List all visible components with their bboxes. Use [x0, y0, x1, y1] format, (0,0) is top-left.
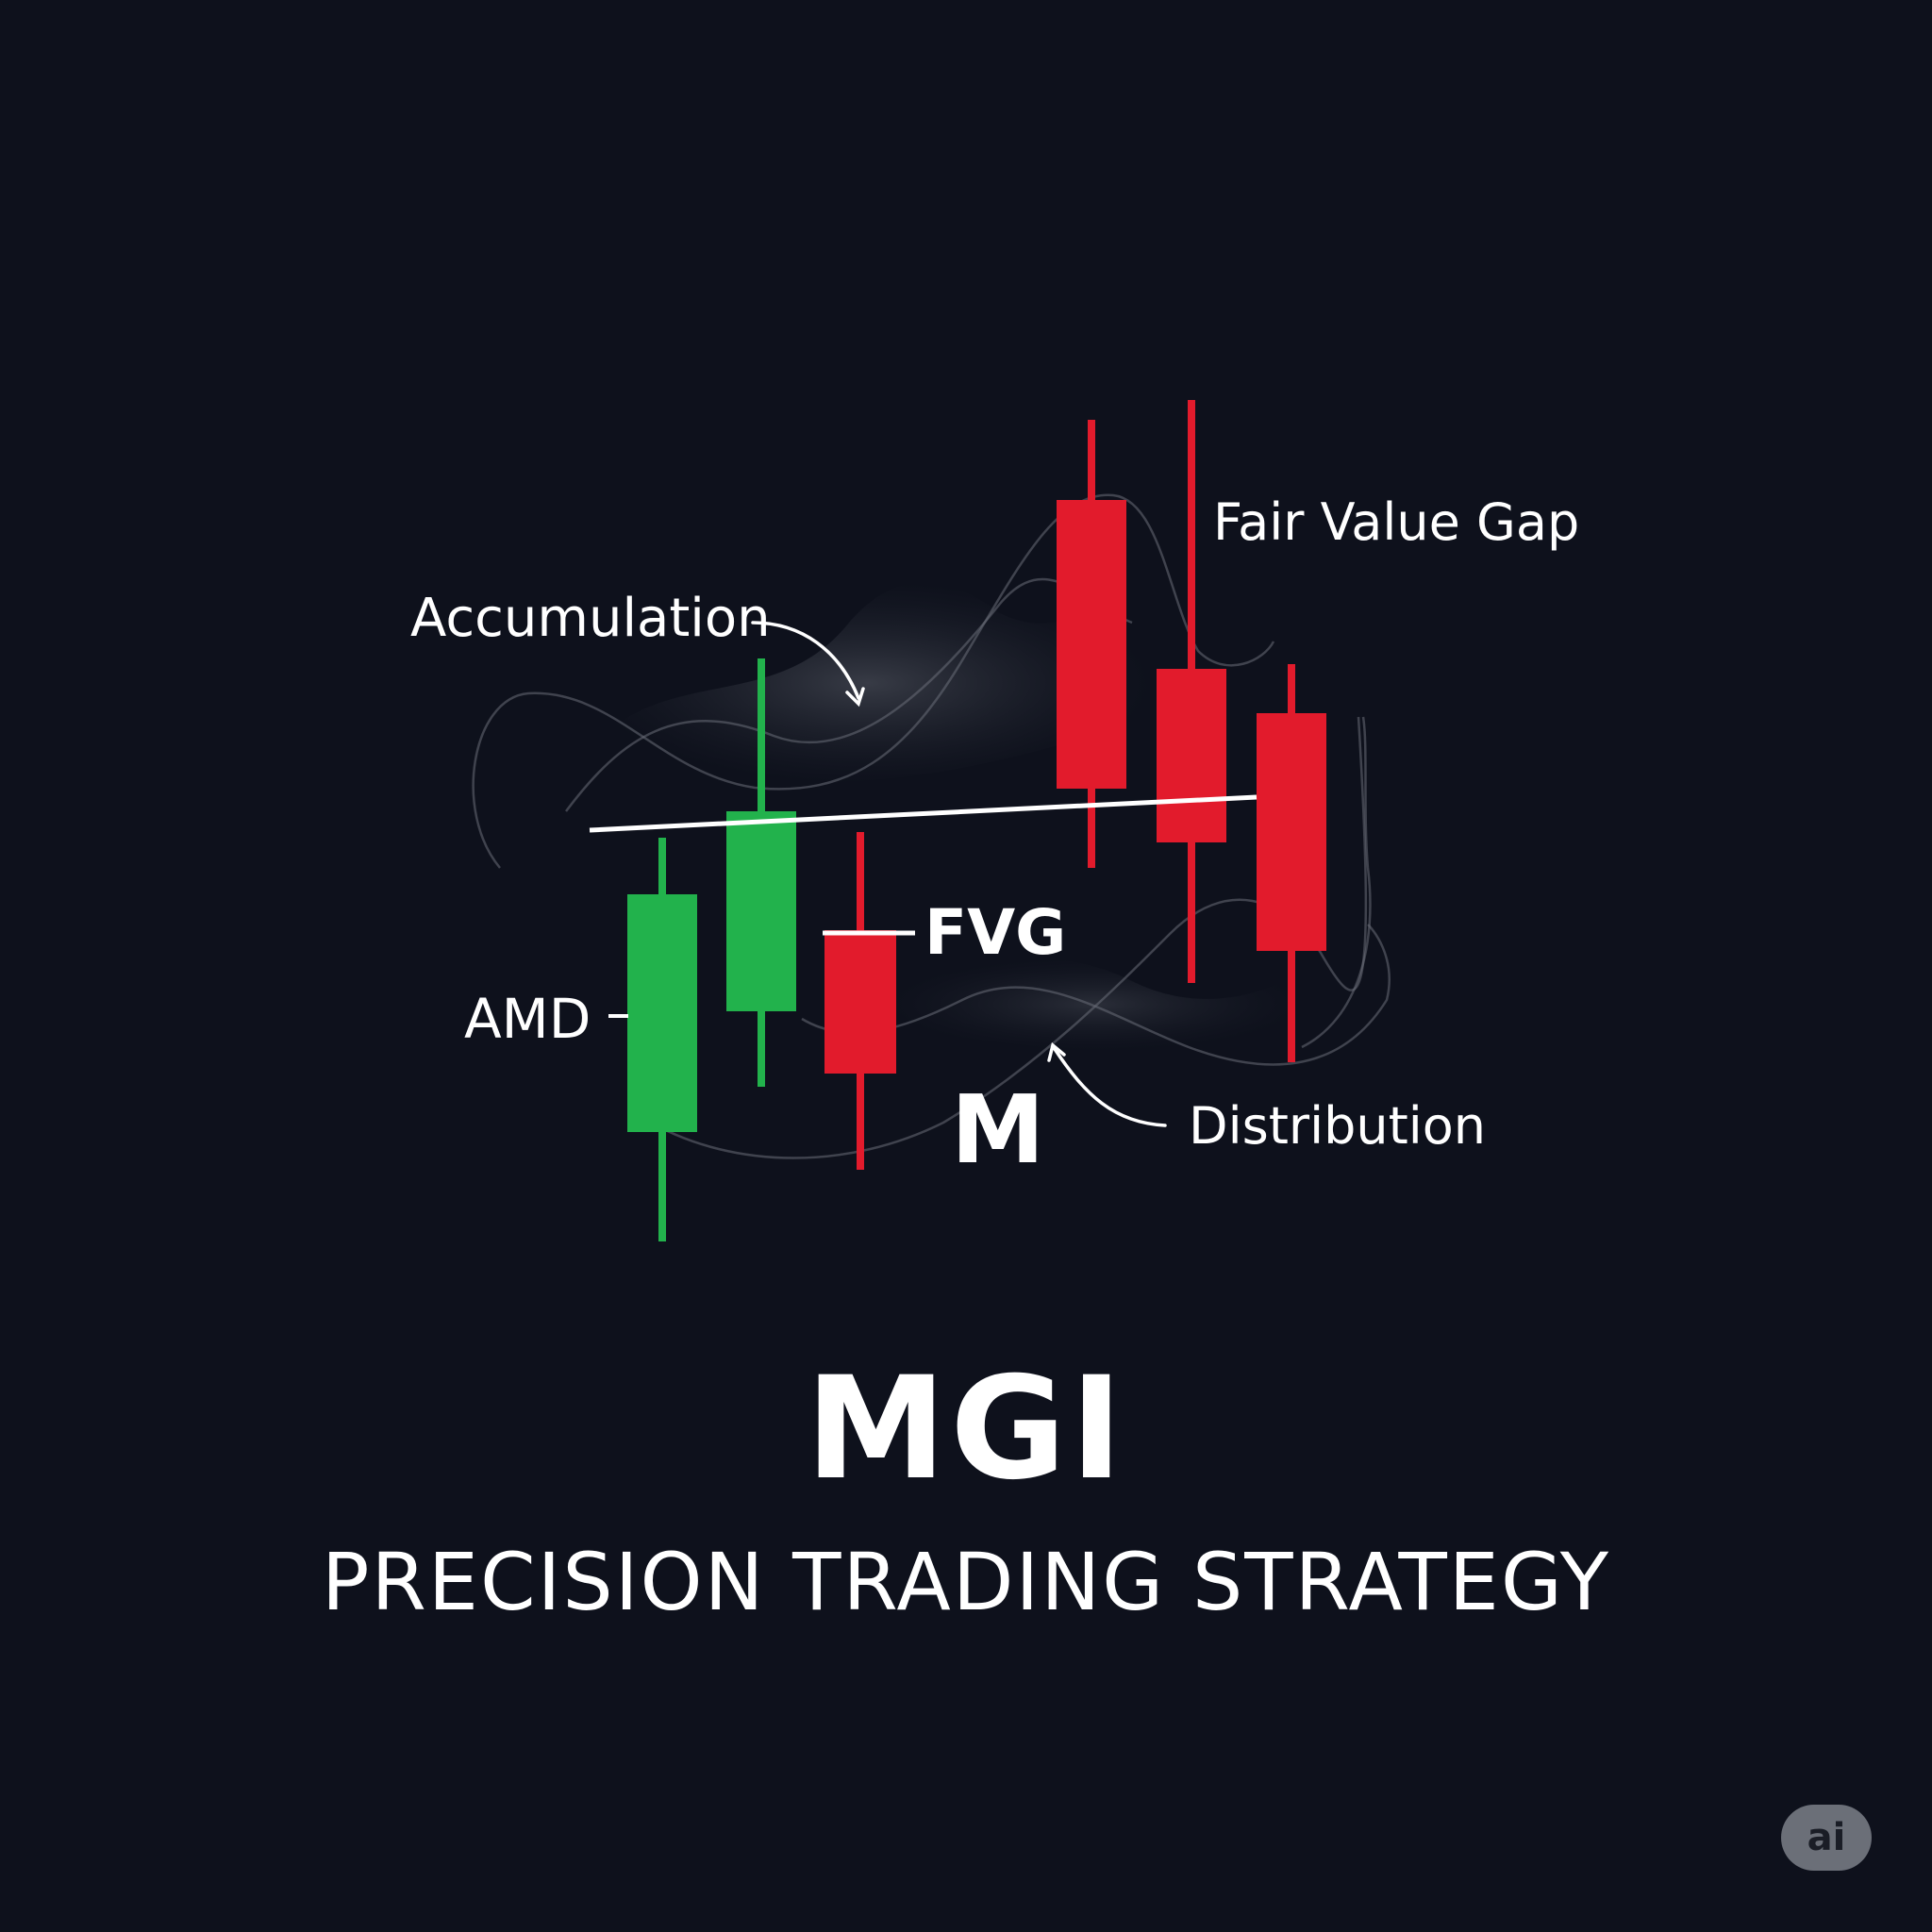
smoke-haze: [585, 582, 1302, 1051]
bearish-candle: [1157, 400, 1226, 983]
bearish-candle: [1057, 420, 1126, 868]
label-m: M: [951, 1074, 1045, 1185]
candles: [627, 400, 1326, 1241]
brand-subtitle: PRECISION TRADING STRATEGY: [321, 1536, 1611, 1628]
label-fvg: FVG: [924, 896, 1066, 969]
brand-title: MGI: [805, 1347, 1127, 1511]
candle-body: [1157, 669, 1226, 842]
ai-badge: ai: [1781, 1805, 1872, 1871]
label-amd: AMD: [464, 987, 591, 1051]
curved-arrow-icon: [1047, 1041, 1167, 1127]
curved-arrow-icon: [751, 621, 865, 708]
bullish-candle: [726, 658, 796, 1087]
bullish-candle: [627, 838, 697, 1241]
level-line: [589, 794, 1257, 833]
candle-body: [1257, 713, 1326, 951]
bearish-candle: [824, 832, 896, 1170]
label-fair-value-gap: Fair Value Gap: [1213, 492, 1579, 552]
candle-body: [1057, 500, 1126, 789]
candle-body: [824, 930, 896, 1074]
candle-body: [627, 894, 697, 1132]
bearish-candle: [1257, 664, 1326, 1062]
candle-body: [726, 811, 796, 1011]
label-accumulation: Accumulation: [410, 588, 771, 649]
label-distribution: Distribution: [1189, 1096, 1486, 1156]
